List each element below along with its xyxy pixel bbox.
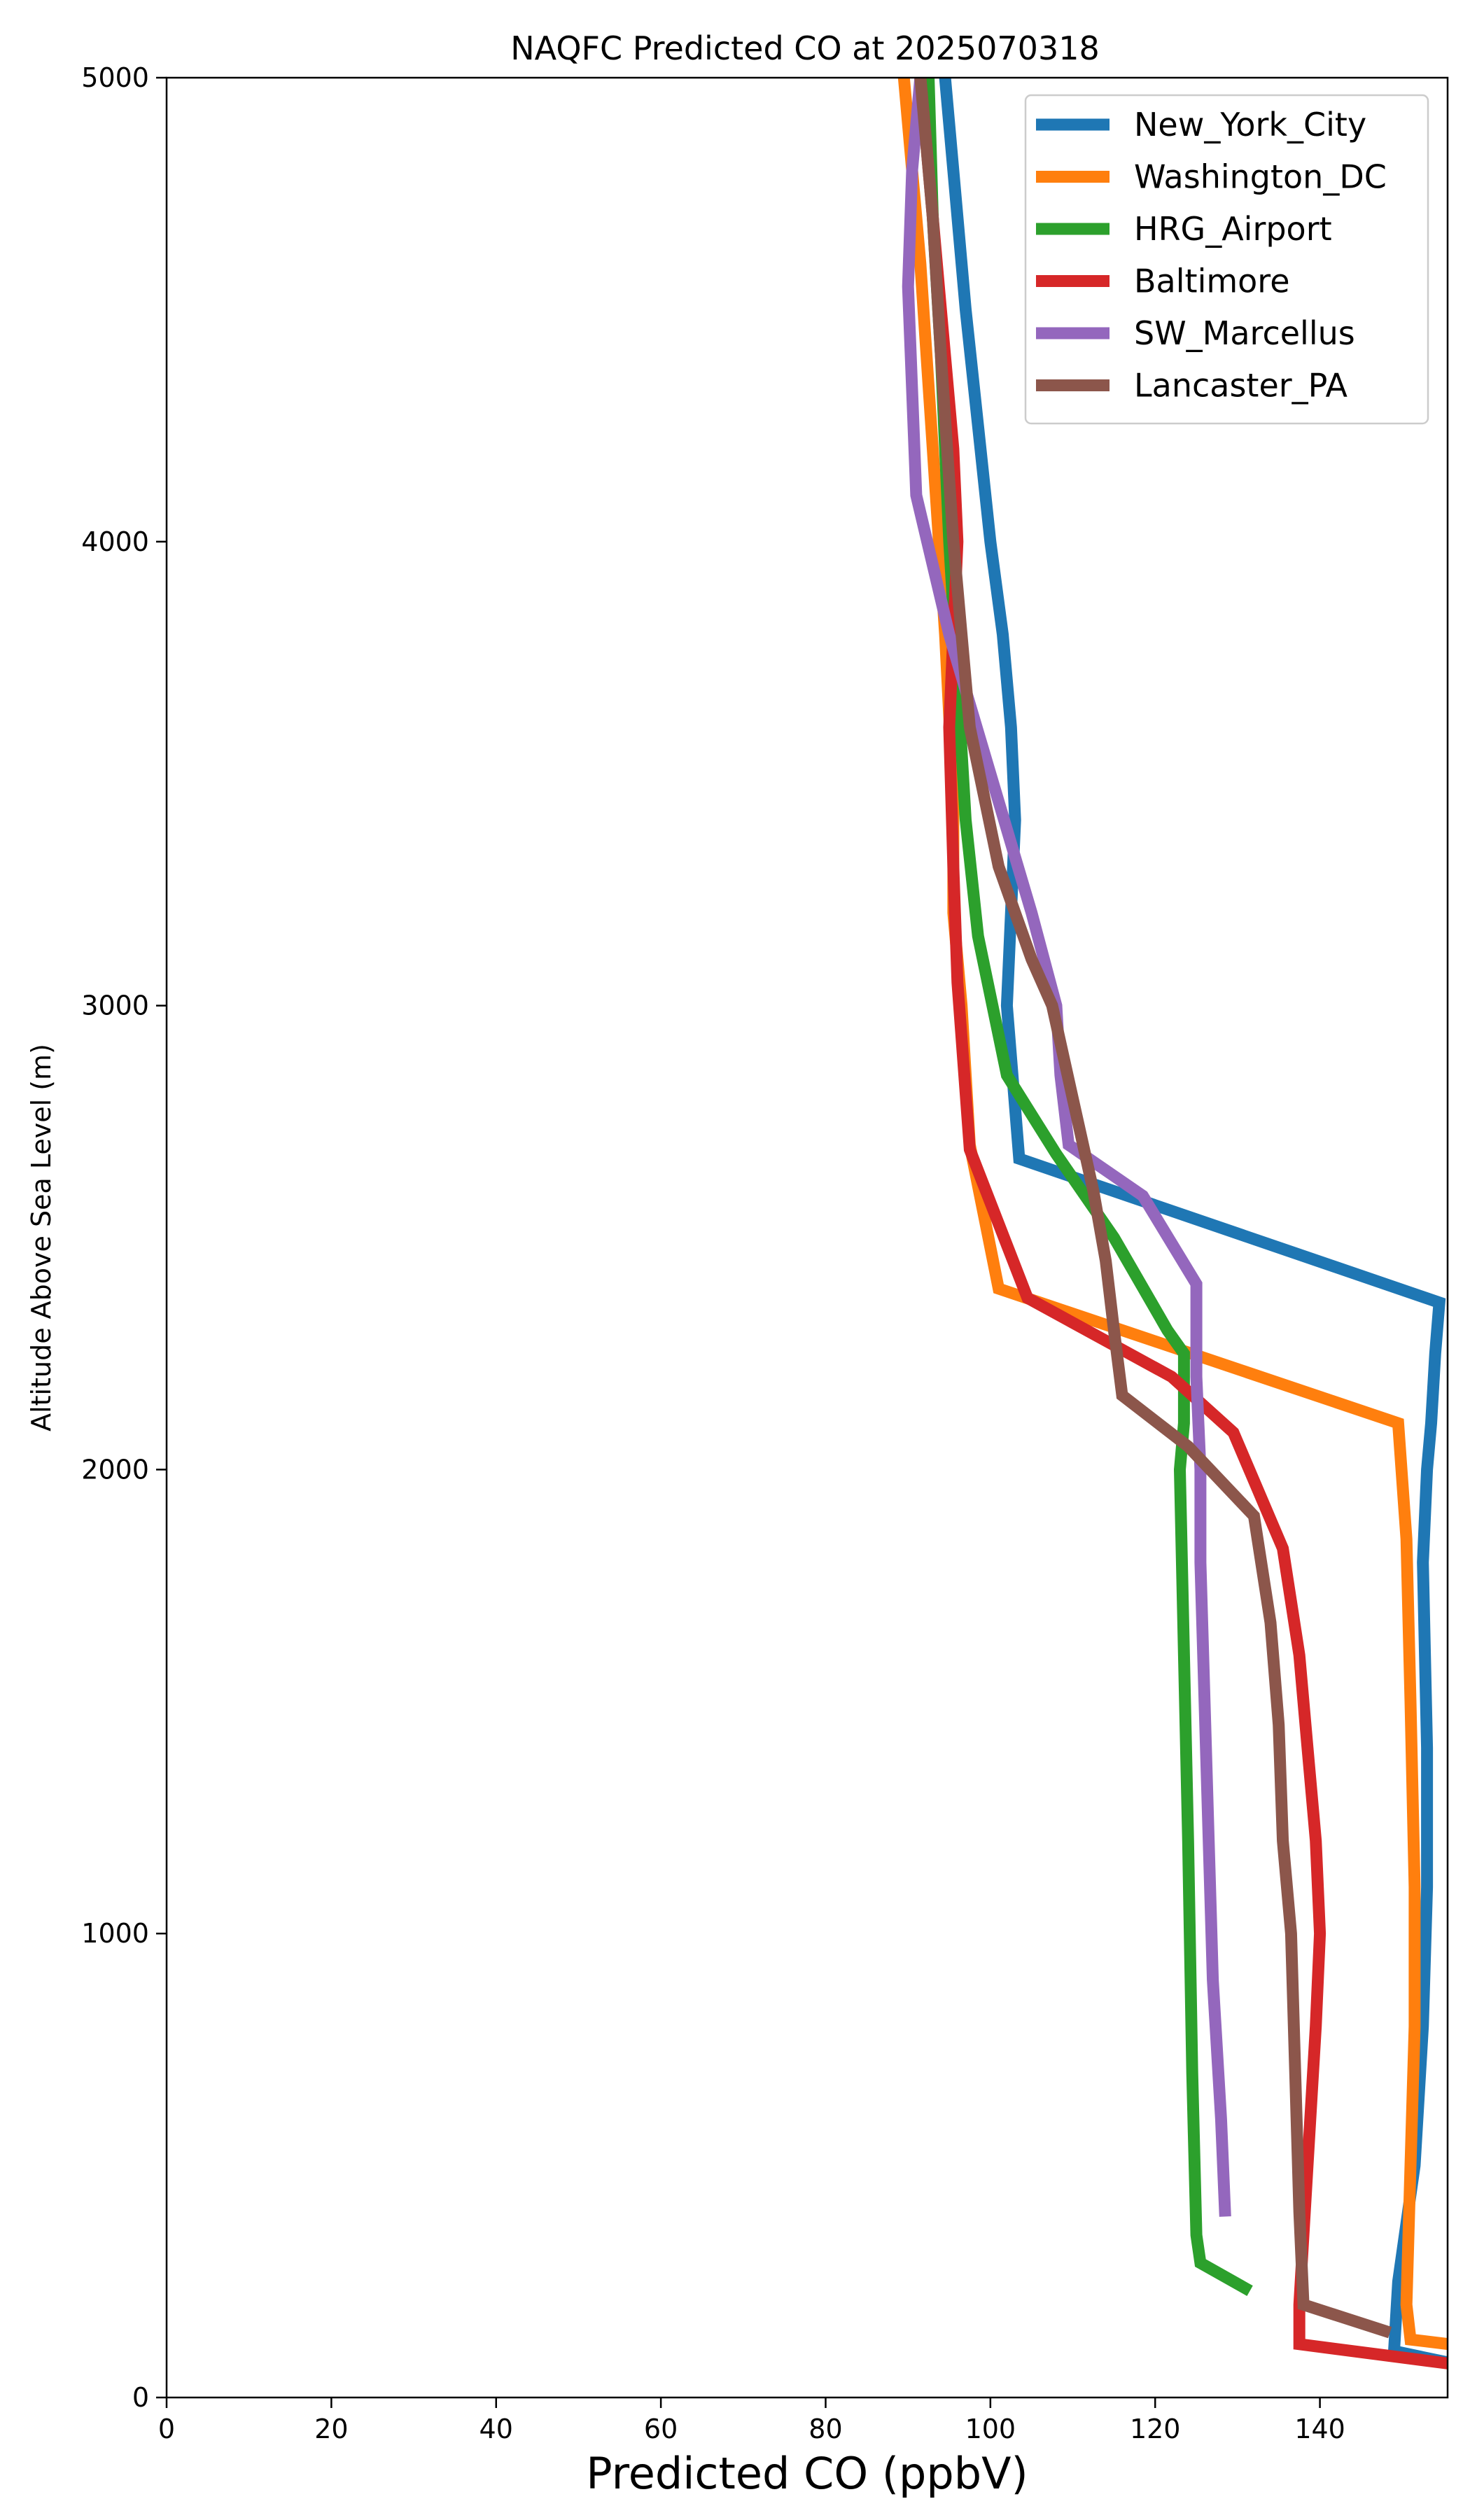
x-axis: 0 20 40 60 80 100 120 140 [158, 2398, 1345, 2444]
x-tick-label: 40 [479, 2414, 513, 2444]
y-tick-label: 3000 [81, 990, 149, 1021]
series-line-sw-marcellus [902, 78, 1231, 2217]
legend-item: Washington_DC [1036, 158, 1387, 196]
legend-label: Baltimore [1134, 262, 1290, 300]
y-tick-label: 4000 [81, 526, 149, 557]
plot-frame [165, 76, 1449, 2399]
y-tick-label: 1000 [81, 1918, 149, 1949]
x-tick-label: 100 [965, 2414, 1016, 2444]
y-tick-label: 0 [132, 2382, 149, 2413]
y-axis: 0 1000 2000 3000 4000 5000 [81, 62, 167, 2413]
legend: New_York_City Washington_DC HRG_Airport Bal… [1024, 94, 1429, 425]
legend-label: SW_Marcellus [1134, 314, 1355, 352]
legend-item: Baltimore [1036, 262, 1290, 300]
x-axis-label: Predicted CO (ppbV) [586, 2448, 1028, 2499]
series-line-lancaster-pa [914, 78, 1392, 2339]
y-axis-label: Altitude Above Sea Level (m) [26, 1044, 57, 1432]
x-tick-label: 60 [644, 2414, 678, 2444]
legend-box [1024, 94, 1429, 425]
legend-item: New_York_City [1036, 106, 1366, 144]
x-tick-label: 80 [808, 2414, 842, 2444]
chart-title: NAQFC Predicted CO at 2025070318 [510, 29, 1100, 67]
y-tick-label: 5000 [81, 62, 149, 93]
legend-item: HRG_Airport [1036, 210, 1332, 248]
y-tick-label: 2000 [81, 1454, 149, 1485]
x-tick-label: 0 [158, 2414, 175, 2444]
x-tick-label: 120 [1130, 2414, 1181, 2444]
series-line-new-york-city [939, 78, 1448, 2369]
series-layer [897, 78, 1448, 2370]
legend-label: HRG_Airport [1134, 210, 1332, 248]
legend-item: SW_Marcellus [1036, 314, 1355, 352]
x-tick-label: 20 [314, 2414, 348, 2444]
legend-label: Washington_DC [1134, 158, 1387, 196]
x-tick-label: 140 [1294, 2414, 1345, 2444]
legend-label: Lancaster_PA [1134, 367, 1348, 405]
legend-label: New_York_City [1134, 106, 1366, 144]
legend-item: Lancaster_PA [1036, 367, 1348, 405]
